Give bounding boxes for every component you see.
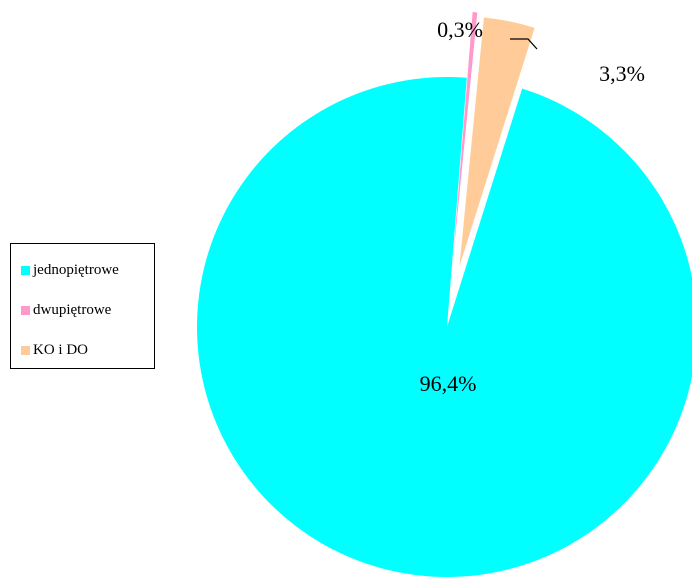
legend-swatch-jednopietrowe <box>21 265 30 275</box>
data-label-ko-i-do: 3,3% <box>599 61 645 86</box>
data-label-jednopiętrowe: 96,4% <box>420 371 477 396</box>
pie-slice-jednopiętrowe <box>197 77 692 577</box>
legend-swatch-dwupietrowe <box>21 305 30 315</box>
leader-line-dwupietrowe <box>510 38 538 50</box>
legend-label-jednopietrowe: jednopiętrowe <box>33 261 119 278</box>
legend-swatch-ko-i-do <box>21 345 30 355</box>
pie-slice-ko-i-do <box>459 17 535 267</box>
pie-labels: 96,4% 0,3% 3,3% <box>420 17 645 396</box>
legend-item-ko-i-do: KO i DO <box>21 340 88 360</box>
legend-item-dwupietrowe: dwupiętrowe <box>21 300 111 320</box>
legend-item-jednopietrowe: jednopiętrowe <box>21 260 119 280</box>
pie-slice-dwupiętrowe <box>452 12 478 262</box>
data-label-dwupiętrowe: 0,3% <box>437 17 483 42</box>
pie-slices <box>197 12 692 577</box>
legend-label-dwupietrowe: dwupiętrowe <box>33 301 112 318</box>
legend-label-ko-i-do: KO i DO <box>33 341 88 358</box>
legend: jednopiętrowe dwupiętrowe KO i DO <box>10 243 155 369</box>
